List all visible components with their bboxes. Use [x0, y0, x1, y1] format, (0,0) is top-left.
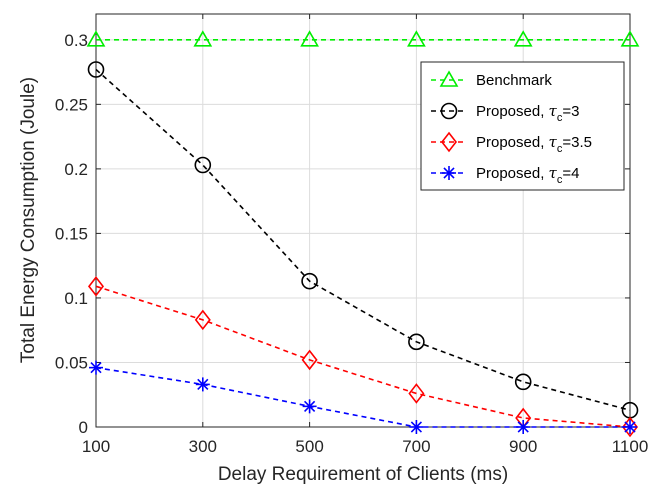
data-point — [301, 349, 318, 371]
data-point — [195, 377, 210, 392]
data-point — [194, 156, 212, 174]
legend-label: Proposed, τc=3.5 — [476, 133, 592, 155]
x-axis-label: Delay Requirement of Clients (ms) — [218, 464, 508, 485]
data-point — [300, 30, 319, 47]
series-line — [95, 68, 631, 411]
legend-marker — [440, 102, 458, 120]
data-point — [516, 420, 531, 434]
data-point — [513, 30, 533, 47]
series-line — [95, 285, 631, 428]
data-point — [193, 30, 213, 47]
legend-marker — [442, 166, 456, 180]
series-0 — [86, 30, 640, 47]
data-point — [407, 30, 426, 47]
y-tick-label: 0.05 — [55, 353, 88, 372]
data-point — [301, 272, 318, 290]
data-point — [409, 420, 424, 434]
y-tick-label: 0.1 — [64, 289, 88, 308]
y-tick-label: 0 — [79, 418, 88, 437]
legend-entry: Proposed, τc=4 — [431, 164, 579, 186]
x-tick-label: 500 — [295, 437, 323, 456]
y-axis-label: Total Energy Consumption (Joule) — [18, 77, 39, 363]
data-series — [86, 30, 640, 438]
y-tick-label: 0.3 — [64, 31, 88, 50]
data-point — [87, 61, 105, 78]
data-point — [620, 30, 640, 47]
x-tick-label: 900 — [509, 437, 537, 456]
data-point — [87, 276, 105, 297]
series-line — [95, 366, 630, 428]
data-point — [302, 399, 317, 414]
y-axis-ticks: 0 0.05 0.1 0.15 0.2 0.25 0.3 — [55, 31, 630, 437]
legend-entry: Proposed, τc=3.5 — [431, 131, 592, 155]
data-point — [621, 416, 639, 438]
legend-label: Proposed, τc=4 — [476, 164, 579, 186]
x-axis-ticks: 100 300 500 700 900 1100 — [82, 14, 648, 456]
legend-marker — [440, 131, 458, 153]
data-point — [408, 383, 425, 404]
data-point — [194, 309, 211, 331]
legend-entry: Benchmark — [431, 70, 552, 89]
data-point — [89, 360, 103, 375]
series-1 — [87, 61, 639, 419]
data-point — [623, 420, 637, 434]
x-tick-label: 100 — [82, 437, 110, 456]
legend-label: Benchmark — [476, 72, 552, 89]
y-tick-label: 0.25 — [55, 95, 88, 114]
x-tick-label: 300 — [189, 437, 217, 456]
legend-entry: Proposed, τc=3 — [431, 102, 579, 124]
legend-label: Proposed, τc=3 — [476, 102, 579, 124]
data-point — [514, 373, 532, 391]
data-point — [86, 30, 106, 47]
series-3 — [89, 360, 637, 434]
plot-frame — [95, 13, 631, 428]
x-tick-label: 1100 — [612, 437, 649, 456]
y-tick-label: 0.2 — [64, 160, 88, 179]
y-tick-label: 0.15 — [55, 224, 88, 243]
legend-marker — [439, 70, 459, 87]
data-point — [408, 333, 425, 351]
x-tick-label: 700 — [402, 437, 430, 456]
legend: Benchmark Proposed, τc=3 Proposed, τc=3.5 P… — [420, 61, 625, 191]
